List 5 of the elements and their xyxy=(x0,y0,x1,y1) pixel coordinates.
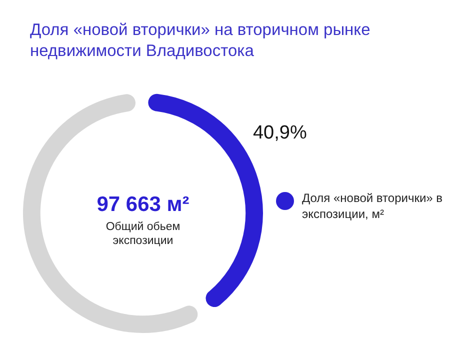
chart-title: Доля «новой вторички» на вторичном рынке недвижимости Владивостока xyxy=(30,20,372,62)
text: Общий обьем экспозиции xyxy=(106,221,180,248)
text: 97 663 м² xyxy=(96,192,190,216)
data-label: 40,9% xyxy=(252,122,307,144)
legend-label: Доля «новой вторички» в экспозиции, м² xyxy=(302,190,444,222)
